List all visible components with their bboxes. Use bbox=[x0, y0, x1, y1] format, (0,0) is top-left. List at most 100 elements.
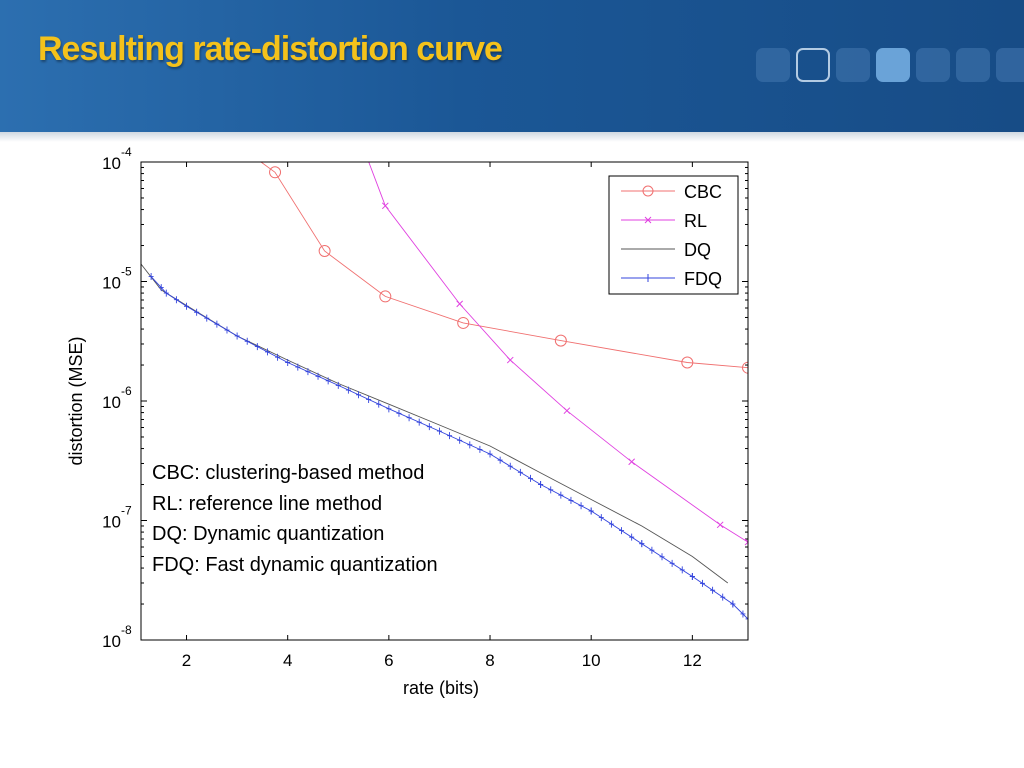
fdq-point bbox=[629, 533, 635, 541]
fdq-point bbox=[558, 491, 564, 499]
fdq-point bbox=[578, 502, 584, 510]
fdq-point bbox=[315, 372, 321, 380]
fdq-point bbox=[507, 462, 513, 470]
fdq-point bbox=[720, 593, 726, 601]
y-tick-label: 10 bbox=[102, 393, 121, 412]
x-tick-label: 6 bbox=[384, 651, 393, 670]
x-tick-label: 4 bbox=[283, 651, 292, 670]
fdq-point bbox=[406, 414, 412, 422]
rl-point bbox=[506, 356, 514, 364]
y-tick-exponent: -6 bbox=[121, 384, 132, 398]
fdq-point bbox=[158, 284, 164, 292]
legend-marker-fdq bbox=[645, 274, 651, 282]
legend: CBC RL DQ FDQ bbox=[608, 175, 739, 295]
fdq-point bbox=[548, 486, 554, 494]
fdq-point bbox=[386, 405, 392, 413]
fdq-point bbox=[366, 395, 372, 403]
fdq-point bbox=[497, 456, 503, 464]
rl-point bbox=[716, 521, 724, 529]
cbc-point bbox=[742, 361, 748, 374]
fdq-point bbox=[426, 423, 432, 431]
rl-point bbox=[381, 202, 389, 210]
legend-label-fdq: FDQ bbox=[684, 269, 722, 289]
fdq-point bbox=[487, 450, 493, 458]
legend-label-dq: DQ bbox=[684, 240, 711, 260]
fdq-point bbox=[335, 381, 341, 389]
y-axis-label: distortion (MSE) bbox=[66, 336, 86, 465]
fdq-point bbox=[148, 273, 154, 281]
fdq-point bbox=[568, 496, 574, 504]
cbc-point bbox=[457, 316, 470, 329]
fdq-point bbox=[740, 610, 746, 618]
decor-square bbox=[876, 48, 910, 82]
fdq-point bbox=[204, 314, 210, 322]
x-tick-label: 2 bbox=[182, 651, 191, 670]
fdq-point bbox=[356, 391, 362, 399]
decor-square bbox=[916, 48, 950, 82]
decor-square bbox=[796, 48, 830, 82]
y-tick-label: 10 bbox=[102, 154, 121, 173]
fdq-point bbox=[608, 520, 614, 528]
fdq-point bbox=[745, 615, 748, 623]
fdq-point bbox=[679, 566, 685, 574]
y-tick-exponent: -4 bbox=[121, 145, 132, 159]
method-annotations: CBC: clustering-based method RL: referen… bbox=[152, 458, 438, 580]
fdq-point bbox=[305, 368, 311, 376]
y-tick-exponent: -8 bbox=[121, 623, 132, 637]
legend-box bbox=[608, 175, 739, 295]
fdq-point bbox=[244, 337, 250, 345]
fdq-point bbox=[345, 386, 351, 394]
fdq-point bbox=[619, 527, 625, 535]
fdq-point bbox=[689, 572, 695, 580]
cbc-point bbox=[269, 166, 282, 179]
plot-frame bbox=[140, 161, 749, 641]
fdq-point bbox=[710, 586, 716, 594]
y-tick-label: 10 bbox=[102, 513, 121, 532]
legend-marker-cbc bbox=[642, 185, 654, 197]
y-tick-labels: 10-810-710-610-510-4 bbox=[102, 145, 132, 651]
rl-line bbox=[368, 162, 748, 543]
fdq-point bbox=[467, 441, 473, 449]
cbc-point bbox=[318, 244, 331, 257]
fdq-point bbox=[517, 468, 523, 476]
fdq-point bbox=[699, 579, 705, 587]
y-tick-exponent: -5 bbox=[121, 265, 132, 279]
fdq-point bbox=[376, 400, 382, 408]
fdq-point bbox=[173, 296, 179, 304]
fdq-point bbox=[295, 363, 301, 371]
x-tick-label: 8 bbox=[485, 651, 494, 670]
fdq-point bbox=[730, 600, 736, 608]
decor-square bbox=[956, 48, 990, 82]
fdq-point bbox=[598, 514, 604, 522]
decor-square bbox=[996, 48, 1024, 82]
rl-point bbox=[456, 300, 464, 308]
fdq-point bbox=[285, 358, 291, 366]
fdq-point bbox=[234, 332, 240, 340]
fdq-point bbox=[669, 559, 675, 567]
annotation-cbc: CBC: clustering-based method bbox=[152, 462, 425, 484]
fdq-point bbox=[214, 320, 220, 328]
decor-square bbox=[836, 48, 870, 82]
fdq-point bbox=[447, 432, 453, 440]
fdq-point bbox=[639, 540, 645, 548]
x-axis-label: rate (bits) bbox=[403, 678, 479, 698]
fdq-point bbox=[396, 409, 402, 417]
series-lines bbox=[141, 162, 748, 623]
annotation-fdq: FDQ: Fast dynamic quantization bbox=[152, 553, 438, 576]
dq-line bbox=[141, 263, 729, 584]
fdq-point bbox=[649, 546, 655, 554]
fdq-point bbox=[264, 348, 270, 356]
y-tick-exponent: -7 bbox=[121, 504, 132, 518]
fdq-point bbox=[163, 289, 169, 297]
annotation-dq: DQ: Dynamic quantization bbox=[152, 523, 385, 545]
fdq-point bbox=[659, 553, 665, 561]
legend-label-cbc: CBC bbox=[684, 182, 722, 202]
x-tick-label: 10 bbox=[582, 651, 601, 670]
fdq-point bbox=[457, 436, 463, 444]
legend-marker-rl bbox=[644, 216, 652, 224]
fdq-point bbox=[194, 308, 200, 316]
rl-point bbox=[628, 458, 636, 466]
rl-point bbox=[744, 538, 748, 546]
banner-edge bbox=[0, 132, 1024, 142]
slide-title: Resulting rate-distortion curve bbox=[38, 30, 503, 68]
